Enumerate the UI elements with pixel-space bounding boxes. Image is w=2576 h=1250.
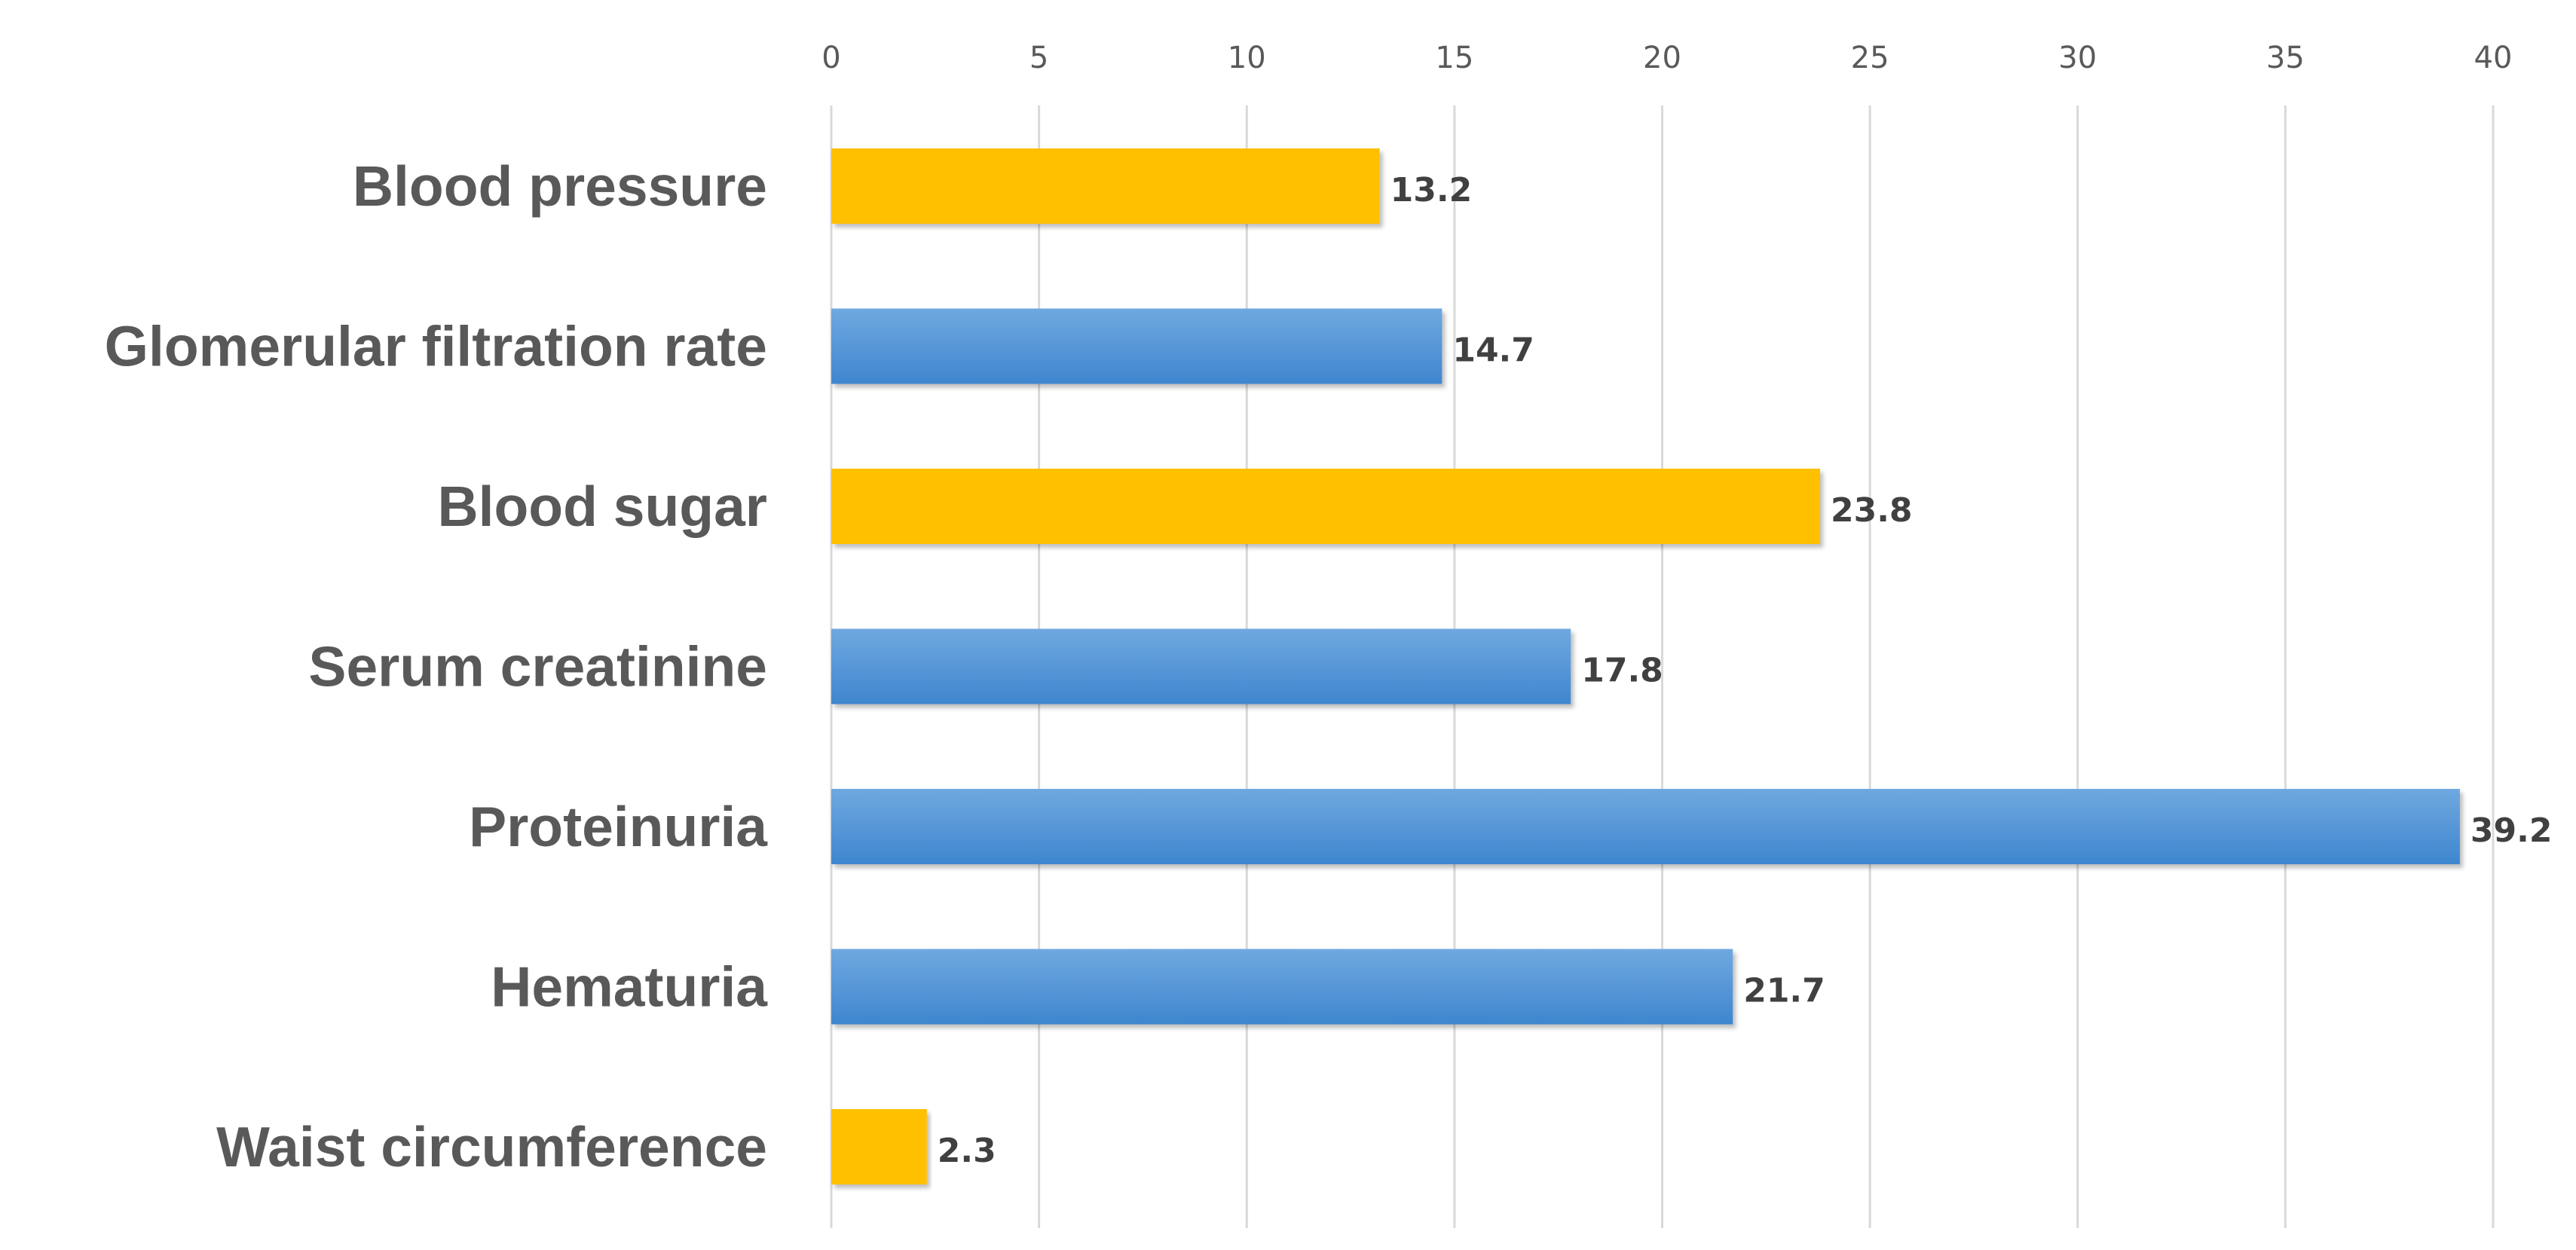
- x-tick-label: 5: [1029, 41, 1048, 75]
- category-label: Hematuria: [491, 955, 768, 1019]
- bar: [831, 308, 1442, 384]
- data-label: 13.2: [1390, 171, 1473, 209]
- category-label: Blood sugar: [437, 475, 767, 538]
- gridlines: [830, 105, 2495, 1228]
- data-label: 17.8: [1581, 652, 1663, 690]
- category-label: Proteinuria: [469, 795, 768, 858]
- x-tick-label: 0: [821, 41, 840, 75]
- category-label: Waist circumference: [216, 1115, 767, 1178]
- bar: [831, 148, 1380, 224]
- category-label: Blood pressure: [353, 154, 767, 218]
- x-tick-label: 10: [1228, 41, 1266, 75]
- x-tick-label: 40: [2474, 41, 2513, 75]
- bar: [831, 628, 1571, 704]
- data-label: 2.3: [938, 1132, 996, 1170]
- bar: [831, 789, 2460, 864]
- data-label: 21.7: [1743, 972, 1825, 1010]
- x-tick-label: 25: [1851, 41, 1889, 75]
- data-label: 39.2: [2470, 811, 2553, 850]
- data-label: 23.8: [1831, 491, 1913, 530]
- x-tick-label: 15: [1435, 41, 1473, 75]
- bar: [831, 1109, 927, 1184]
- bar: [831, 469, 1820, 544]
- data-label: 14.7: [1452, 332, 1534, 370]
- bars: [831, 148, 2460, 1184]
- x-tick-label: 35: [2266, 41, 2305, 75]
- x-axis-ticks: 0 5 10 15 20 25 30 35 40: [821, 41, 2512, 75]
- x-tick-label: 20: [1643, 41, 1681, 75]
- bar: [831, 949, 1733, 1025]
- x-tick-label: 30: [2058, 41, 2097, 75]
- category-label: Glomerular filtration rate: [105, 315, 767, 378]
- category-labels: Blood pressure Glomerular filtration rate…: [105, 154, 769, 1178]
- data-labels: 13.2 14.7 23.8 17.8 39.2 21.7 2.3: [938, 171, 2553, 1170]
- category-label: Serum creatinine: [308, 635, 767, 698]
